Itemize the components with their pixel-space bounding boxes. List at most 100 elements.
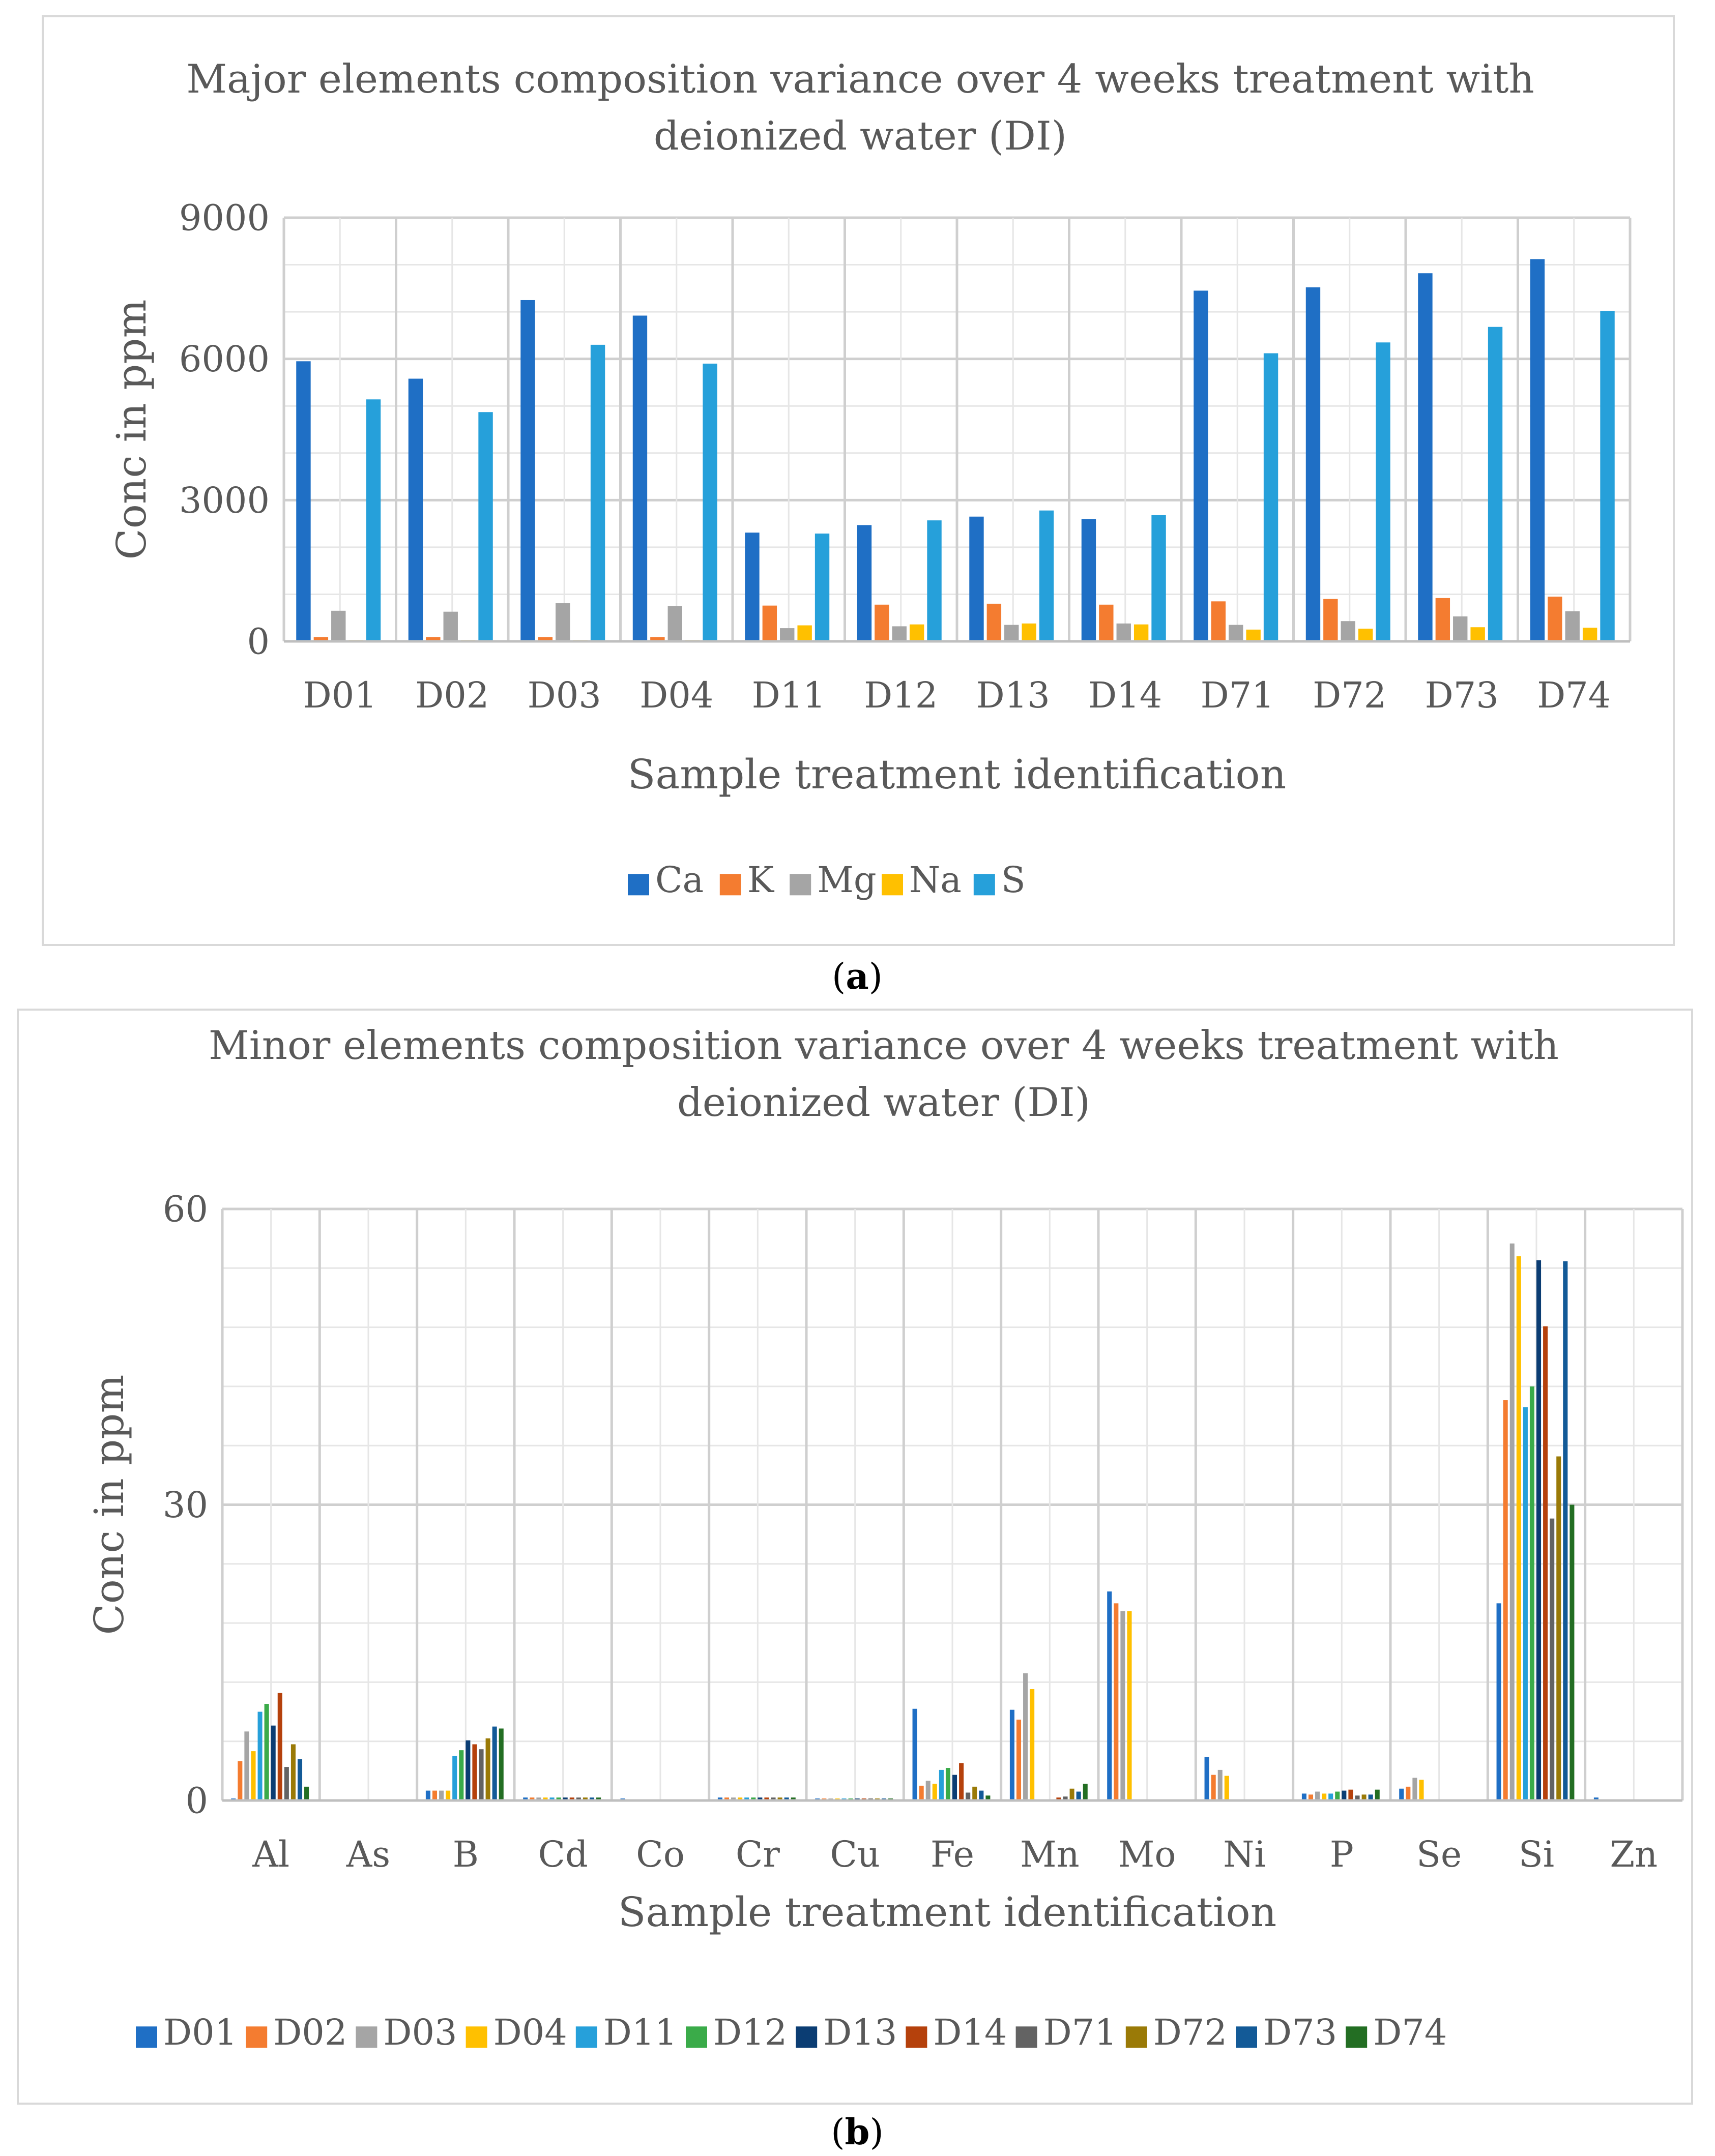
bar-d01-ni [1204,1757,1209,1800]
bar-mg-d03 [556,603,570,641]
bar-d12-fe [945,1768,950,1800]
bar-s-d11 [815,534,830,641]
bar-ca-d12 [857,525,872,641]
bar-d11-si [1523,1407,1528,1800]
x-tick-label-mo: Mo [1118,1834,1176,1875]
bar-k-d73 [1435,598,1450,641]
bar-k-d11 [762,605,777,641]
bar-d14-cd [569,1797,574,1800]
bar-d13-p [1342,1790,1347,1800]
legend-label-d03: D03 [383,2012,457,2053]
bar-mg-d74 [1565,611,1580,641]
x-tick-label-d11: D11 [752,674,826,716]
legend-label-s: S [1001,859,1026,901]
x-tick-label-d14: D14 [1088,674,1162,716]
bar-mg-d12 [892,626,907,641]
bar-s-d73 [1488,327,1503,641]
bar-d14-cr [764,1797,769,1800]
bar-d04-cd [543,1797,548,1800]
legend-label-mg: Mg [817,859,876,901]
bar-d04-mn [1030,1689,1035,1800]
bar-d02-se [1406,1786,1411,1800]
bar-d11-p [1328,1793,1333,1800]
bar-mg-d04 [667,606,682,641]
caption-a-close: ) [868,956,883,997]
bar-ca-d14 [1081,519,1096,641]
bar-na-d74 [1582,628,1597,641]
bar-d74-si [1569,1504,1575,1800]
bar-d04-mo [1127,1611,1132,1800]
legend-swatch-ca [628,874,649,896]
x-tick-label-mn: Mn [1020,1834,1080,1875]
bar-d12-b [459,1750,464,1800]
bar-mg-d14 [1116,623,1131,641]
bar-d02-fe [919,1785,924,1800]
bar-d01-mn [1009,1709,1014,1800]
bar-d01-mo [1107,1591,1112,1800]
legend-swatch-d72 [1125,2026,1147,2048]
bar-d03-cd [536,1797,541,1800]
bar-d71-mn [1063,1796,1068,1800]
bar-d02-cd [530,1797,535,1800]
bar-d14-fe [959,1763,964,1800]
bar-ca-d71 [1194,290,1208,641]
chart-panel-minor-elements: Minor elements composition variance over… [17,1009,1693,2105]
bar-d14-mn [1056,1797,1061,1800]
caption-a-letter: a [846,955,869,997]
legend-label-d73: D73 [1263,2012,1337,2053]
bar-d74-al [304,1786,309,1800]
bar-d73-al [297,1759,303,1800]
legend-swatch-d12 [686,2026,707,2048]
major-elements-chart: Major elements composition variance over… [108,56,1632,901]
bar-ca-d01 [296,361,311,641]
bar-d14-p [1348,1789,1353,1800]
chart-panel-major-elements: Major elements composition variance over… [42,15,1675,946]
x-tick-label-al: Al [252,1834,289,1875]
bar-d11-cd [549,1797,555,1800]
caption-b: (b) [806,2111,908,2153]
legend-label-d11: D11 [603,2012,677,2053]
x-tick-label-fe: Fe [931,1834,974,1875]
legend-label-d74: D74 [1373,2012,1447,2053]
bar-d72-cd [583,1797,588,1800]
legend-swatch-d04 [466,2026,487,2048]
bar-d71-fe [966,1792,971,1800]
y-axis-title: Conc in ppm [108,300,155,560]
x-axis-title: Sample treatment identification [628,751,1287,798]
bar-d03-cr [731,1797,736,1800]
bar-d01-cr [717,1797,722,1800]
x-tick-label-d13: D13 [976,674,1050,716]
bar-d14-si [1543,1326,1548,1800]
caption-b-close: ) [869,2111,884,2153]
bar-d71-p [1355,1795,1360,1800]
bar-d13-cd [563,1797,568,1800]
legend-swatch-d01 [136,2026,157,2048]
x-tick-label-cd: Cd [538,1834,588,1875]
bar-s-d71 [1263,353,1278,641]
bar-d12-p [1335,1791,1340,1800]
x-tick-label-d73: D73 [1425,674,1499,716]
bar-mg-d01 [331,610,346,641]
x-tick-label-cr: Cr [736,1834,780,1875]
legend-label-k: K [747,859,775,901]
x-tick-label-si: Si [1519,1834,1554,1875]
bar-d74-p [1375,1789,1380,1800]
bar-na-d14 [1133,624,1149,641]
caption-a: (a) [806,955,908,997]
bar-s-d01 [366,399,381,641]
y-tick-label: 6000 [179,338,270,380]
legend-label-d71: D71 [1043,2012,1117,2053]
legend-label-d04: D04 [493,2012,567,2053]
bar-d03-mn [1023,1673,1028,1800]
bar-d72-mn [1069,1788,1074,1800]
bar-k-d03 [538,637,553,641]
x-tick-label-d74: D74 [1537,674,1611,716]
bar-ca-d02 [408,378,423,641]
bar-na-d71 [1246,629,1261,641]
bar-d74-cr [791,1797,796,1800]
bar-na-d73 [1470,627,1485,641]
y-tick-label: 0 [247,621,270,663]
bar-k-d02 [426,637,441,641]
bar-d11-cr [744,1797,749,1800]
caption-a-open: ( [832,956,846,997]
